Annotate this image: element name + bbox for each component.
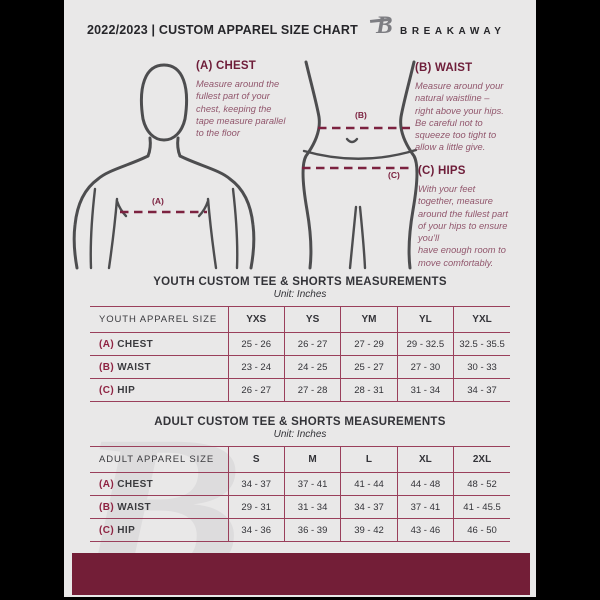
table-row: (B) WAIST 23 - 24 24 - 25 25 - 27 27 - 3… <box>90 355 510 379</box>
youth-size-yxl: YXL <box>453 306 510 333</box>
cell: 29 - 32.5 <box>396 332 454 356</box>
row-label: HIP <box>117 524 136 536</box>
youth-size-ym: YM <box>340 306 398 333</box>
youth-size-yl: YL <box>396 306 454 333</box>
cell: 43 - 46 <box>396 518 454 542</box>
cell: 34 - 36 <box>227 518 285 542</box>
waist-description: Measure around your natural waistline – … <box>415 81 504 153</box>
cell: 31 - 34 <box>283 495 341 519</box>
adult-size-s: S <box>227 446 285 473</box>
waist-instructions: (B) WAIST Measure around your natural wa… <box>415 62 531 154</box>
cell: 29 - 31 <box>227 495 285 519</box>
cell: 26 - 27 <box>283 332 341 356</box>
brand-name: BREAKAWAY <box>400 26 506 37</box>
table-row: (B) WAIST 29 - 31 31 - 34 34 - 37 37 - 4… <box>90 495 510 519</box>
cell: 25 - 27 <box>340 355 398 379</box>
waist-heading: (B) WAIST <box>415 62 473 74</box>
cell: 24 - 25 <box>283 355 341 379</box>
cell: 41 - 45.5 <box>453 495 510 519</box>
row-label: CHEST <box>117 478 154 490</box>
cell: 27 - 28 <box>283 378 341 402</box>
row-label: WAIST <box>117 501 151 513</box>
adult-size-table: ADULT APPAREL SIZE S M L XL 2XL (A) CHES… <box>90 446 510 542</box>
cell: 48 - 52 <box>453 472 510 496</box>
row-prefix: (C) <box>99 384 115 396</box>
table-row: (A) CHEST 25 - 26 26 - 27 27 - 29 29 - 3… <box>90 332 510 356</box>
hips-description: With your feet together, measure around … <box>418 184 508 268</box>
adult-size-xl: XL <box>396 446 454 473</box>
cell: 32.5 - 35.5 <box>453 332 510 356</box>
cell: 28 - 31 <box>340 378 398 402</box>
row-label: CHEST <box>117 338 154 350</box>
youth-size-table: YOUTH APPAREL SIZE YXS YS YM YL YXL (A) … <box>90 306 510 402</box>
footer-bar <box>72 553 530 595</box>
adult-size-2xl: 2XL <box>453 446 510 473</box>
cell: 23 - 24 <box>227 355 285 379</box>
adult-table-title: ADULT CUSTOM TEE & SHORTS MEASUREMENTS <box>154 416 446 428</box>
cell: 26 - 27 <box>227 378 285 402</box>
adult-section: ADULT CUSTOM TEE & SHORTS MEASUREMENTS U… <box>90 416 510 542</box>
cell: 30 - 33 <box>453 355 510 379</box>
cell: 34 - 37 <box>340 495 398 519</box>
adult-table-unit: Unit: Inches <box>273 429 327 440</box>
row-label: HIP <box>117 384 136 396</box>
size-chart-page: 2022/2023 | CUSTOM APPAREL SIZE CHART B … <box>64 0 536 597</box>
chest-description: Measure around the fullest part of your … <box>196 79 286 139</box>
logo-letter: B <box>376 12 393 39</box>
cell: 37 - 41 <box>396 495 454 519</box>
youth-size-yxs: YXS <box>227 306 285 333</box>
cell: 27 - 29 <box>340 332 398 356</box>
chest-line-label: (A) <box>152 196 164 206</box>
adult-size-label: ADULT APPAREL SIZE <box>99 454 215 465</box>
table-row: (C) HIP 26 - 27 27 - 28 28 - 31 31 - 34 … <box>90 378 510 402</box>
cell: 34 - 37 <box>453 378 510 402</box>
adult-size-m: M <box>283 446 341 473</box>
chest-heading: (A) CHEST <box>196 60 256 72</box>
adult-header-row: ADULT APPAREL SIZE S M L XL 2XL <box>90 446 510 473</box>
row-prefix: (A) <box>99 478 115 490</box>
cell: 34 - 37 <box>227 472 285 496</box>
youth-section: YOUTH CUSTOM TEE & SHORTS MEASUREMENTS U… <box>90 276 510 402</box>
hips-heading: (C) HIPS <box>418 165 466 177</box>
row-prefix: (B) <box>99 501 115 513</box>
chest-instructions: (A) CHEST Measure around the fullest par… <box>196 60 316 139</box>
row-prefix: (A) <box>99 338 115 350</box>
youth-table-title: YOUTH CUSTOM TEE & SHORTS MEASUREMENTS <box>153 276 447 288</box>
row-prefix: (C) <box>99 524 115 536</box>
page-title: 2022/2023 | CUSTOM APPAREL SIZE CHART <box>87 23 358 37</box>
youth-size-ys: YS <box>283 306 341 333</box>
youth-header-row: YOUTH APPAREL SIZE YXS YS YM YL YXL <box>90 306 510 333</box>
body-figures-svg <box>72 60 419 270</box>
cell: 31 - 34 <box>396 378 454 402</box>
table-row: (C) HIP 34 - 36 36 - 39 39 - 42 43 - 46 … <box>90 518 510 542</box>
youth-table-unit: Unit: Inches <box>273 289 327 300</box>
breakaway-logo-icon: B <box>369 12 398 42</box>
measurement-diagram <box>64 55 536 270</box>
cell: 27 - 30 <box>396 355 454 379</box>
cell: 37 - 41 <box>283 472 341 496</box>
table-row: (A) CHEST 34 - 37 37 - 41 41 - 44 44 - 4… <box>90 472 510 496</box>
cell: 25 - 26 <box>227 332 285 356</box>
waist-line-label: (B) <box>355 110 367 120</box>
adult-size-l: L <box>340 446 398 473</box>
row-prefix: (B) <box>99 361 115 373</box>
hips-line-label: (C) <box>388 170 400 180</box>
cell: 36 - 39 <box>283 518 341 542</box>
hips-instructions: (C) HIPS With your feet together, measur… <box>418 165 534 269</box>
youth-size-label: YOUTH APPAREL SIZE <box>99 314 218 325</box>
row-label: WAIST <box>117 361 151 373</box>
cell: 39 - 42 <box>340 518 398 542</box>
cell: 41 - 44 <box>340 472 398 496</box>
cell: 44 - 48 <box>396 472 454 496</box>
cell: 46 - 50 <box>453 518 510 542</box>
